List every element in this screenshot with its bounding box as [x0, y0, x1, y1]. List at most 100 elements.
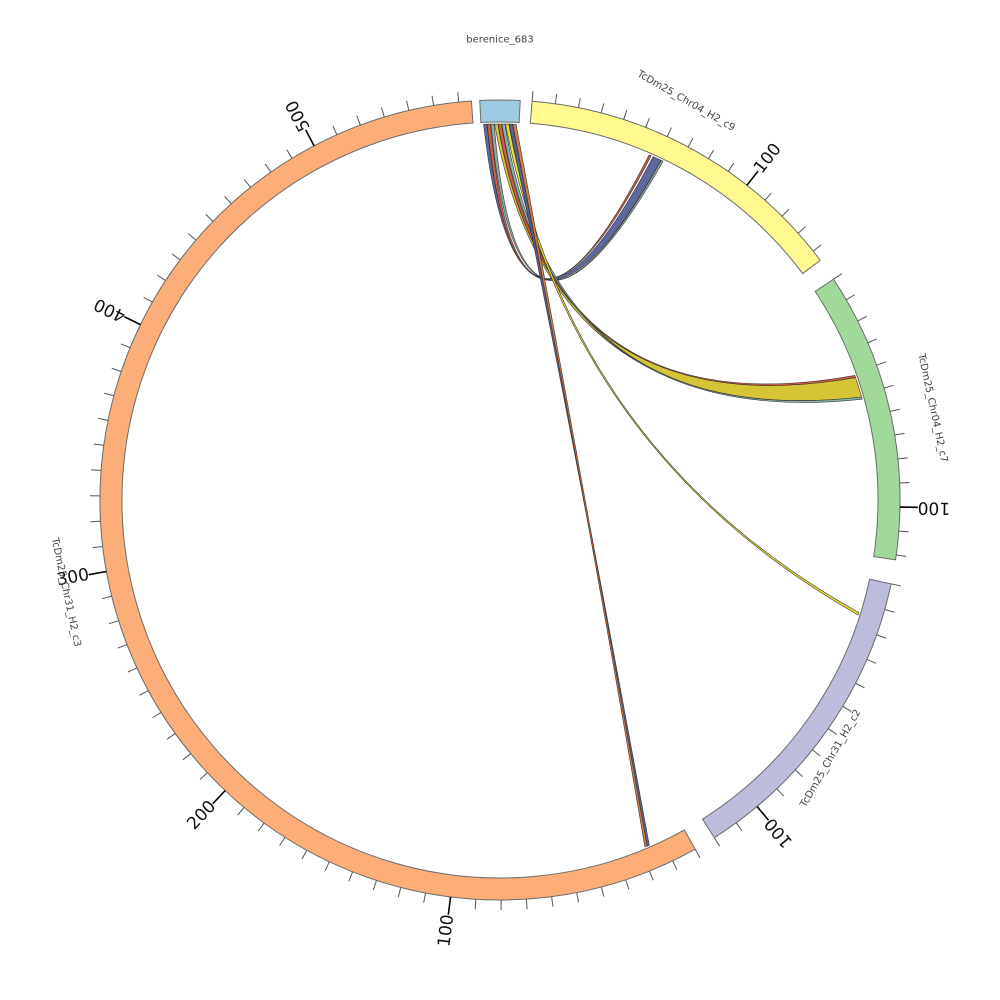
minor-tick — [199, 772, 208, 780]
segment-arc-c3 — [99, 100, 696, 901]
minor-tick — [708, 149, 715, 159]
minor-tick — [600, 103, 605, 114]
minor-tick — [93, 443, 104, 446]
minor-tick — [600, 886, 605, 897]
minor-tick — [257, 822, 265, 832]
link-ribbon-c9 — [486, 123, 652, 280]
minor-tick — [91, 469, 102, 472]
minor-tick — [687, 137, 694, 148]
tick-label: 100 — [750, 140, 786, 178]
minor-tick — [781, 208, 790, 217]
minor-tick — [551, 896, 554, 907]
minor-tick — [143, 296, 153, 303]
minor-tick — [90, 520, 101, 523]
links-group — [483, 123, 863, 848]
minor-tick — [812, 749, 821, 757]
minor-tick — [894, 432, 905, 436]
minor-tick — [264, 163, 272, 173]
minor-tick — [827, 728, 837, 735]
minor-tick — [891, 583, 901, 587]
segment-label-berenice: berenice_683 — [466, 35, 533, 46]
segment-arc-c7 — [814, 278, 901, 561]
tick-label: 100 — [434, 913, 458, 948]
minor-tick — [764, 192, 772, 201]
minor-tick — [127, 667, 138, 673]
minor-tick — [727, 162, 735, 172]
minor-tick — [120, 343, 131, 349]
segment-arc-c9 — [529, 100, 821, 275]
minor-tick — [812, 244, 822, 252]
minor-tick — [525, 899, 528, 910]
link-ribbon-c9 — [490, 123, 664, 281]
minor-tick — [372, 880, 377, 891]
major-tick — [212, 790, 226, 805]
minor-tick — [348, 871, 354, 882]
minor-tick — [171, 253, 181, 261]
minor-tick — [884, 609, 895, 613]
tick-label: 500 — [282, 97, 315, 135]
major-tick — [447, 896, 452, 915]
minor-tick — [279, 837, 286, 847]
segment-label-c3: TcDm25_Chr31_H2_c3 — [49, 536, 83, 648]
minor-tick — [855, 682, 865, 689]
minor-tick — [713, 837, 721, 847]
minor-tick — [397, 887, 402, 898]
minor-tick — [623, 109, 628, 120]
segment-label-c7: TcDm25_Chr04_H2_c7 — [915, 352, 949, 464]
minor-tick — [224, 196, 232, 205]
minor-tick — [648, 870, 654, 881]
minor-tick — [406, 100, 410, 111]
minor-tick — [666, 127, 672, 137]
minor-tick — [576, 892, 580, 903]
minor-tick — [625, 879, 630, 890]
link-ribbon-c3 — [512, 123, 648, 848]
minor-tick — [108, 620, 119, 625]
segment-arc-berenice — [479, 99, 521, 124]
minor-tick — [380, 107, 385, 118]
minor-tick — [423, 892, 427, 903]
minor-tick — [867, 338, 878, 344]
minor-tick — [457, 92, 460, 103]
minor-tick — [531, 91, 534, 102]
minor-tick — [104, 392, 114, 397]
minor-tick — [694, 848, 701, 859]
minor-tick — [301, 850, 308, 860]
minor-tick — [898, 530, 909, 533]
minor-tick — [156, 274, 166, 282]
minor-tick — [286, 149, 293, 159]
minor-tick — [117, 644, 128, 649]
segment-berenice: berenice_683 — [466, 35, 534, 124]
minor-tick — [776, 788, 785, 797]
major-tick — [305, 129, 315, 147]
minor-tick — [205, 214, 214, 222]
minor-tick — [166, 733, 176, 740]
minor-tick — [897, 457, 908, 460]
minor-tick — [332, 125, 338, 135]
tick-label: 100 — [761, 814, 797, 852]
minor-tick — [883, 384, 894, 389]
segment-arc-c2 — [701, 578, 892, 839]
minor-tick — [866, 658, 877, 664]
minor-tick — [735, 822, 743, 832]
minor-tick — [896, 554, 907, 557]
minor-tick — [842, 705, 852, 712]
minor-tick — [845, 294, 856, 301]
major-tick — [123, 316, 141, 326]
minor-tick — [431, 95, 435, 106]
major-tick — [746, 170, 759, 186]
minor-tick — [672, 860, 678, 871]
minor-tick — [182, 753, 191, 761]
minor-tick — [876, 634, 887, 639]
minor-tick — [139, 690, 149, 696]
minor-tick — [645, 117, 650, 128]
tick-label: 400 — [91, 294, 129, 326]
minor-tick — [152, 712, 162, 719]
minor-tick — [111, 367, 122, 372]
minor-tick — [92, 545, 103, 549]
minor-tick — [876, 361, 887, 366]
minor-tick — [577, 97, 581, 108]
